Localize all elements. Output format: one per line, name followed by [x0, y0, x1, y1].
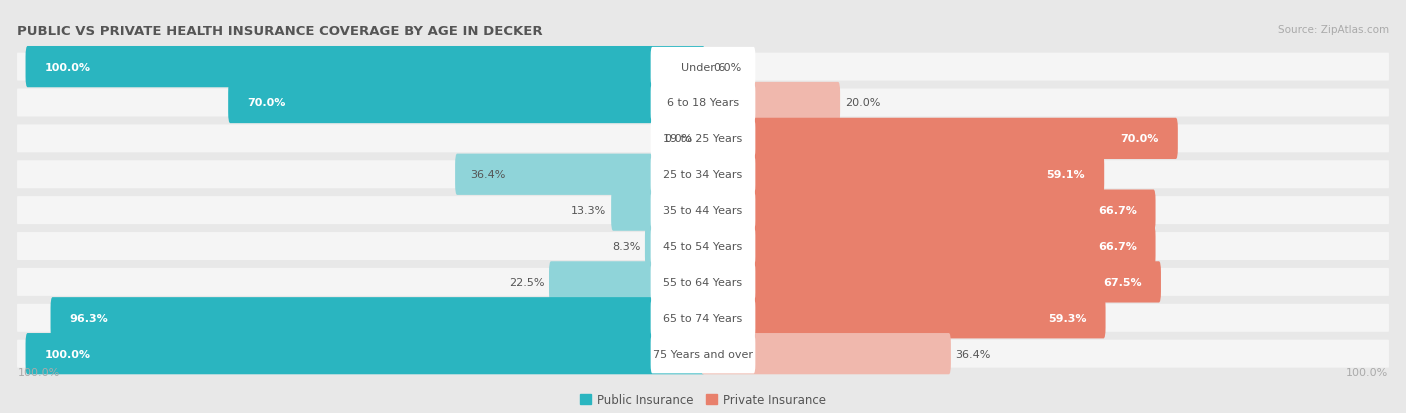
Text: Source: ZipAtlas.com: Source: ZipAtlas.com [1278, 25, 1389, 35]
Text: 70.0%: 70.0% [1121, 134, 1159, 144]
FancyBboxPatch shape [17, 89, 1389, 117]
FancyBboxPatch shape [612, 190, 704, 231]
FancyBboxPatch shape [702, 226, 1156, 267]
FancyBboxPatch shape [702, 83, 841, 124]
FancyBboxPatch shape [645, 226, 704, 267]
FancyBboxPatch shape [702, 297, 1105, 339]
FancyBboxPatch shape [651, 83, 755, 123]
FancyBboxPatch shape [651, 48, 755, 87]
Text: Under 6: Under 6 [681, 62, 725, 72]
Text: 0.0%: 0.0% [713, 62, 741, 72]
Text: 65 to 74 Years: 65 to 74 Years [664, 313, 742, 323]
FancyBboxPatch shape [17, 125, 1389, 153]
FancyBboxPatch shape [702, 333, 950, 374]
FancyBboxPatch shape [17, 197, 1389, 225]
FancyBboxPatch shape [25, 47, 704, 88]
FancyBboxPatch shape [17, 304, 1389, 332]
Text: 25 to 34 Years: 25 to 34 Years [664, 170, 742, 180]
FancyBboxPatch shape [17, 54, 1389, 81]
Text: 70.0%: 70.0% [247, 98, 285, 108]
Text: 0.0%: 0.0% [665, 134, 693, 144]
FancyBboxPatch shape [651, 191, 755, 230]
Text: 20.0%: 20.0% [845, 98, 880, 108]
Legend: Public Insurance, Private Insurance: Public Insurance, Private Insurance [575, 389, 831, 411]
Text: 67.5%: 67.5% [1104, 277, 1142, 287]
Text: 35 to 44 Years: 35 to 44 Years [664, 206, 742, 216]
Text: 75 Years and over: 75 Years and over [652, 349, 754, 359]
FancyBboxPatch shape [702, 262, 1161, 303]
Text: 59.1%: 59.1% [1046, 170, 1085, 180]
Text: 45 to 54 Years: 45 to 54 Years [664, 242, 742, 252]
FancyBboxPatch shape [17, 268, 1389, 296]
Text: 100.0%: 100.0% [1347, 367, 1389, 377]
Text: 66.7%: 66.7% [1098, 206, 1136, 216]
Text: 19 to 25 Years: 19 to 25 Years [664, 134, 742, 144]
Text: 59.3%: 59.3% [1047, 313, 1087, 323]
FancyBboxPatch shape [17, 340, 1389, 368]
Text: 13.3%: 13.3% [571, 206, 606, 216]
FancyBboxPatch shape [702, 154, 1104, 195]
FancyBboxPatch shape [25, 333, 704, 374]
FancyBboxPatch shape [17, 161, 1389, 189]
FancyBboxPatch shape [456, 154, 704, 195]
Text: 55 to 64 Years: 55 to 64 Years [664, 277, 742, 287]
FancyBboxPatch shape [651, 155, 755, 195]
FancyBboxPatch shape [17, 233, 1389, 260]
FancyBboxPatch shape [51, 297, 704, 339]
Text: 6 to 18 Years: 6 to 18 Years [666, 98, 740, 108]
FancyBboxPatch shape [651, 263, 755, 302]
Text: 66.7%: 66.7% [1098, 242, 1136, 252]
FancyBboxPatch shape [651, 119, 755, 159]
Text: 96.3%: 96.3% [69, 313, 108, 323]
Text: 22.5%: 22.5% [509, 277, 544, 287]
Text: 100.0%: 100.0% [45, 62, 90, 72]
Text: 8.3%: 8.3% [612, 242, 640, 252]
FancyBboxPatch shape [651, 227, 755, 266]
Text: 36.4%: 36.4% [956, 349, 991, 359]
FancyBboxPatch shape [651, 334, 755, 373]
Text: 100.0%: 100.0% [45, 349, 90, 359]
Text: 100.0%: 100.0% [17, 367, 59, 377]
FancyBboxPatch shape [702, 190, 1156, 231]
Text: 36.4%: 36.4% [471, 170, 506, 180]
FancyBboxPatch shape [548, 262, 704, 303]
FancyBboxPatch shape [228, 83, 704, 124]
FancyBboxPatch shape [651, 298, 755, 338]
FancyBboxPatch shape [702, 119, 1178, 160]
Text: PUBLIC VS PRIVATE HEALTH INSURANCE COVERAGE BY AGE IN DECKER: PUBLIC VS PRIVATE HEALTH INSURANCE COVER… [17, 25, 543, 38]
